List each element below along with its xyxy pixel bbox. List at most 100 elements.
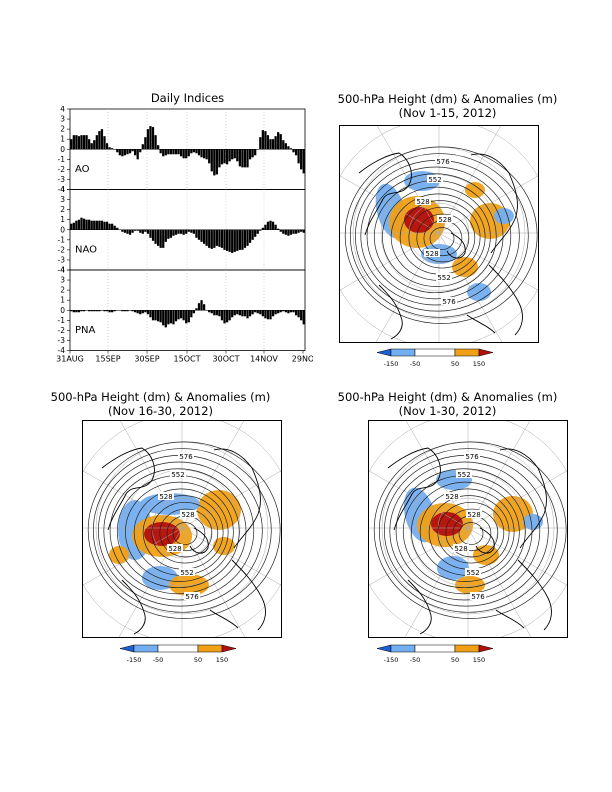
legend-map1: -150 -50 50 150 bbox=[376, 348, 494, 368]
index-bar bbox=[259, 137, 262, 150]
index-bar bbox=[167, 229, 170, 239]
index-bar bbox=[103, 221, 106, 230]
index-bar bbox=[274, 136, 277, 150]
coastline bbox=[231, 559, 266, 631]
coastline bbox=[121, 579, 146, 635]
meridian-line bbox=[405, 420, 469, 529]
index-bar bbox=[70, 310, 73, 312]
index-bar bbox=[223, 149, 226, 164]
index-bar bbox=[213, 149, 216, 176]
meridian-line bbox=[438, 125, 502, 234]
index-bar bbox=[105, 143, 109, 150]
x-tick-label: 30OCT bbox=[213, 355, 240, 364]
y-tick-label: 1 bbox=[60, 135, 65, 144]
index-bar bbox=[116, 149, 119, 153]
map3-title-line2: (Nov 1-30, 2012) bbox=[398, 404, 497, 418]
index-bar bbox=[80, 217, 83, 230]
index-bar bbox=[197, 229, 201, 240]
index-bar bbox=[182, 229, 185, 235]
height-contour bbox=[389, 461, 541, 601]
index-bar bbox=[156, 229, 160, 246]
index-bar bbox=[82, 135, 86, 150]
meridian-line bbox=[438, 232, 503, 343]
index-bar bbox=[144, 229, 147, 232]
anomaly-region bbox=[169, 574, 209, 596]
coastline bbox=[499, 448, 547, 549]
index-bar bbox=[218, 310, 221, 317]
index-bar bbox=[190, 310, 193, 318]
index-bar bbox=[241, 229, 244, 250]
index-bar bbox=[154, 135, 157, 150]
contour-label-bg bbox=[470, 592, 486, 600]
index-bar bbox=[108, 310, 111, 313]
contour-label-bg bbox=[465, 568, 481, 576]
index-bar bbox=[292, 229, 295, 234]
height-contour bbox=[458, 522, 484, 545]
index-bar bbox=[279, 310, 282, 313]
index-bar bbox=[284, 310, 287, 313]
index-bar bbox=[269, 310, 272, 320]
y-tick-label: -1 bbox=[58, 155, 66, 164]
y-tick-label: 0 bbox=[60, 306, 65, 315]
index-bar bbox=[108, 147, 111, 150]
index-bar bbox=[225, 229, 229, 251]
index-bar bbox=[131, 310, 134, 312]
contour-label: 528 bbox=[168, 545, 181, 553]
index-bar bbox=[123, 310, 127, 312]
y-tick-label: -1 bbox=[58, 235, 66, 244]
height-contour bbox=[360, 166, 512, 306]
x-tick-label: 15SEP bbox=[95, 355, 120, 364]
index-bar bbox=[215, 149, 219, 175]
map2-title-line2: (Nov 16-30, 2012) bbox=[107, 404, 214, 418]
index-bar bbox=[218, 229, 221, 247]
index-bar bbox=[131, 229, 134, 233]
index-bar bbox=[185, 310, 188, 324]
index-bar bbox=[192, 149, 196, 153]
meridian-line bbox=[467, 527, 532, 638]
index-bar bbox=[164, 310, 167, 328]
index-bar bbox=[80, 310, 83, 312]
height-contour bbox=[103, 461, 255, 601]
index-bar bbox=[82, 310, 86, 312]
index-bar bbox=[141, 229, 144, 234]
anomaly-region bbox=[140, 493, 200, 515]
contour-label-bg bbox=[444, 492, 460, 500]
index-bar bbox=[167, 310, 170, 325]
index-bar bbox=[187, 229, 190, 232]
index-bar bbox=[208, 229, 211, 248]
index-bar bbox=[300, 310, 303, 321]
index-bar bbox=[146, 129, 150, 150]
index-bar bbox=[177, 229, 180, 234]
index-bar bbox=[72, 135, 75, 150]
index-bar bbox=[134, 229, 137, 231]
index-bar bbox=[82, 218, 86, 230]
index-bar bbox=[75, 220, 78, 230]
index-bar bbox=[123, 149, 127, 156]
index-bar bbox=[144, 310, 147, 313]
height-contour bbox=[344, 146, 538, 324]
indices-title: Daily Indices bbox=[150, 91, 225, 105]
index-bar bbox=[200, 300, 203, 311]
index-bar bbox=[179, 229, 183, 234]
index-bar bbox=[185, 229, 188, 234]
y-tick-label: 0 bbox=[60, 225, 65, 234]
meridian-line bbox=[339, 232, 440, 292]
legend-swatch-positive bbox=[197, 644, 223, 653]
index-bar bbox=[190, 229, 193, 233]
index-bar bbox=[264, 224, 267, 230]
index-bar bbox=[264, 310, 267, 319]
index-bar bbox=[292, 149, 295, 153]
y-tick-label: 3 bbox=[60, 115, 65, 124]
contour-label-bg bbox=[179, 568, 195, 576]
index-bar bbox=[103, 136, 106, 150]
index-bar bbox=[231, 149, 234, 160]
coastline bbox=[495, 609, 525, 629]
contour-label: 576 bbox=[465, 453, 479, 461]
y-tick-label: 0 bbox=[60, 145, 65, 154]
index-bar bbox=[195, 308, 198, 311]
index-bar bbox=[256, 229, 259, 234]
index-bar bbox=[248, 310, 252, 317]
index-bar bbox=[220, 310, 224, 321]
index-bar bbox=[85, 219, 88, 230]
coastline bbox=[387, 447, 441, 531]
